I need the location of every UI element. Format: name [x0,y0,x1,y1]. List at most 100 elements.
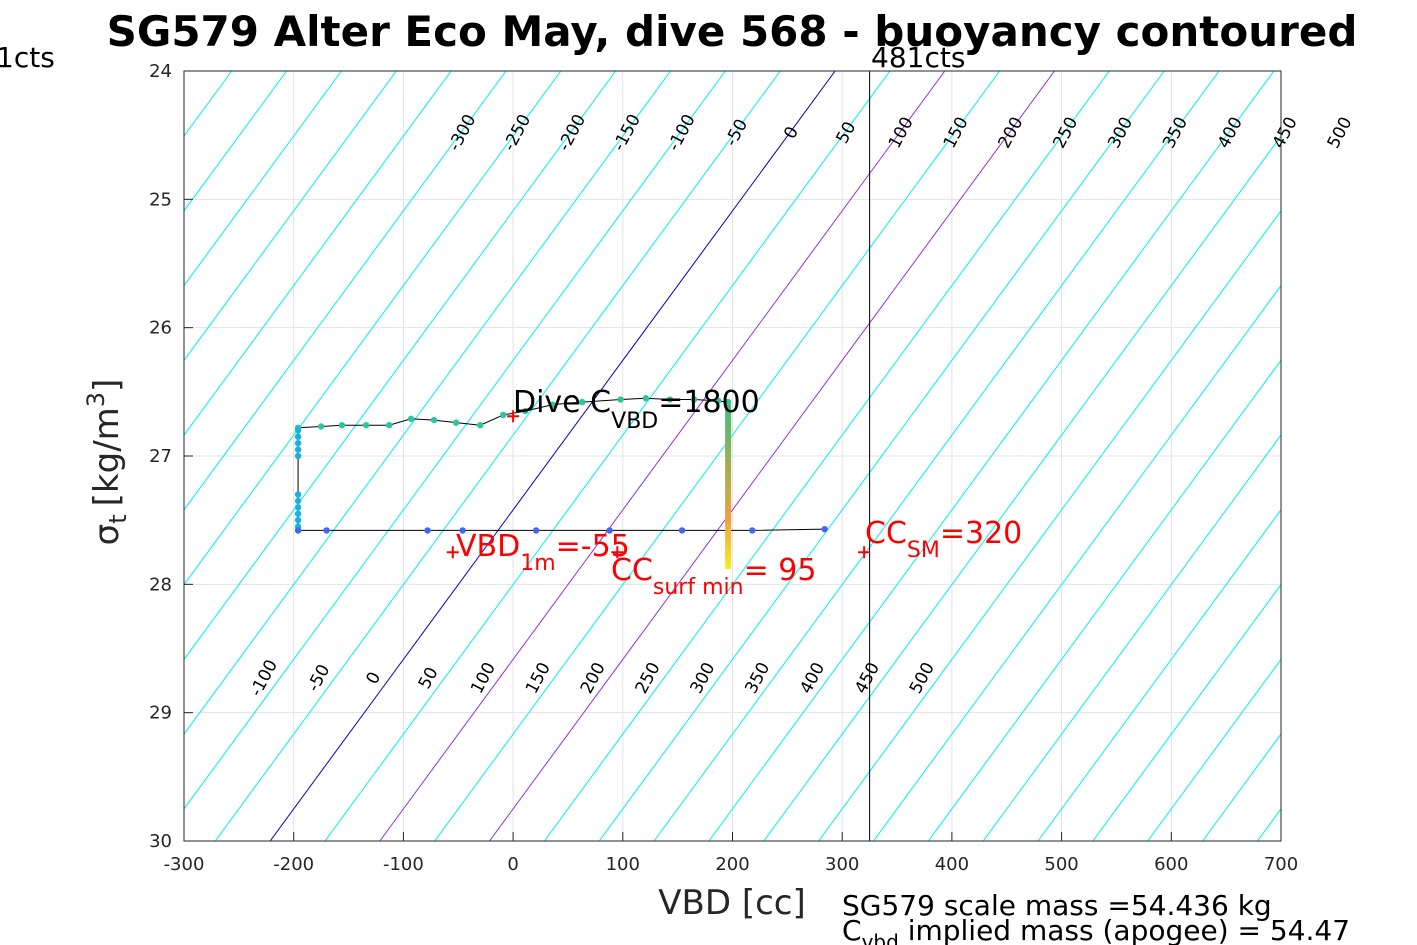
dive-c-main: Dive C [513,385,611,420]
x-tick-label: 700 [1264,854,1298,875]
climb-point [606,527,613,534]
contour-line [1092,583,1281,841]
cc-sm-sub: SM [907,538,940,563]
cc-surf-main: CC [611,553,653,588]
x-tick-label: -300 [164,854,205,875]
cc-sm-annotation: CCSM=320 [865,516,1022,563]
implied-mass-sub: vbd [862,930,899,945]
red-plus-marker [507,410,520,423]
climb-point [294,527,302,534]
y-tick-label: 26 [149,318,172,339]
contour-line [379,71,946,841]
chart-title: SG579 Alter Eco May, dive 568 - buoyancy… [107,7,1358,56]
dive-point [521,407,529,415]
contour-line [489,71,1055,841]
x-tick-label: 0 [507,854,518,875]
contour-line [184,71,726,810]
dive-point [500,411,507,419]
dive-point [724,398,732,406]
surface-point [294,439,302,447]
implied-mass-footer: Cvbd implied mass (apogee) = 54.47 [842,914,1350,945]
dive-c-annotation: Dive CVBD=1800 [513,385,760,434]
dive-point [407,415,415,422]
red-plus-marker [446,546,459,559]
contour-line [1037,509,1281,841]
dive-point [549,401,556,408]
y-label-units: [kg/m [87,407,127,506]
contour-line [708,71,1275,841]
dive-point [715,397,722,405]
contour-line [184,71,671,735]
implied-mass-rest: implied mass (apogee) = 54.47 [899,914,1350,945]
vbd-1m-rest: =-55 [556,529,630,564]
dive-point [452,419,460,426]
x-tick-label: 300 [825,854,859,875]
dive-point [385,422,393,429]
surface-point [294,510,302,517]
contour-line [269,71,836,841]
cc-sm-rest: =320 [940,516,1022,551]
buoyancy-contours [184,71,1281,841]
y-label-symbol: σ [87,524,127,546]
contour-line [598,71,1165,841]
contour-line [543,71,1110,841]
contour-line [1147,658,1281,841]
contour-line [184,71,507,511]
dive-point [642,395,650,402]
implied-mass-main: C [842,914,862,945]
climb-point [459,527,466,534]
dive-point [617,396,624,403]
x-tick-label: 400 [935,854,969,875]
surface-point [294,516,302,524]
surface-point [294,446,302,453]
contour-line [927,359,1281,841]
apogee-bar [725,404,732,569]
contour-line [873,284,1281,841]
dive-point [476,422,484,429]
dive-point [666,396,674,403]
dive-c-rest: =1800 [658,385,759,420]
contour-line [214,71,781,841]
climb-point [424,527,431,534]
dive-point [338,422,346,429]
y-label-sub: t [104,514,132,523]
y-tick-label: 27 [149,446,172,467]
profile-series [294,395,828,569]
cc-surf-sub: surf min [653,575,744,600]
surface-point [294,452,302,460]
y-label-close: ] [87,379,127,392]
surface-point [294,504,302,511]
dive-point [362,422,370,429]
contour-line [763,135,1281,841]
dive-point [579,398,586,406]
vbd-1m-main: VBD [456,529,520,564]
y-tick-label: 28 [149,574,172,595]
scale-mass-footer: SG579 scale mass =54.436 kg [842,889,1272,922]
contour-label-top: 500 [1324,114,1357,152]
x-tick-label: 100 [606,854,640,875]
y-tick-label: 29 [149,703,172,724]
surface-point [294,433,302,440]
right-counts-label: 481cts [871,41,965,74]
cc-sm-main: CC [865,516,907,551]
dive-point [430,416,438,424]
surface-point [294,497,302,505]
cc-surf-rest: = 95 [744,553,817,588]
x-axis-label: VBD [cc] [658,883,806,923]
contour-line [184,71,452,436]
contour-line [184,71,342,287]
surface-point [294,427,302,434]
contour-line [184,71,617,661]
x-tick-label: 600 [1154,854,1188,875]
climb-point [532,527,540,534]
y-label-sup: 3 [82,392,110,407]
cc-surf-annotation: CCsurf min= 95 [611,553,816,600]
dive-c-sub: VBD [611,409,658,434]
red-plus-marker [858,546,871,559]
contour-line [818,210,1281,841]
x-tick-label: 500 [1044,854,1078,875]
contour-line [653,71,1220,841]
y-axis-label: σt [kg/m3] [82,379,132,546]
surface-point [294,491,302,498]
